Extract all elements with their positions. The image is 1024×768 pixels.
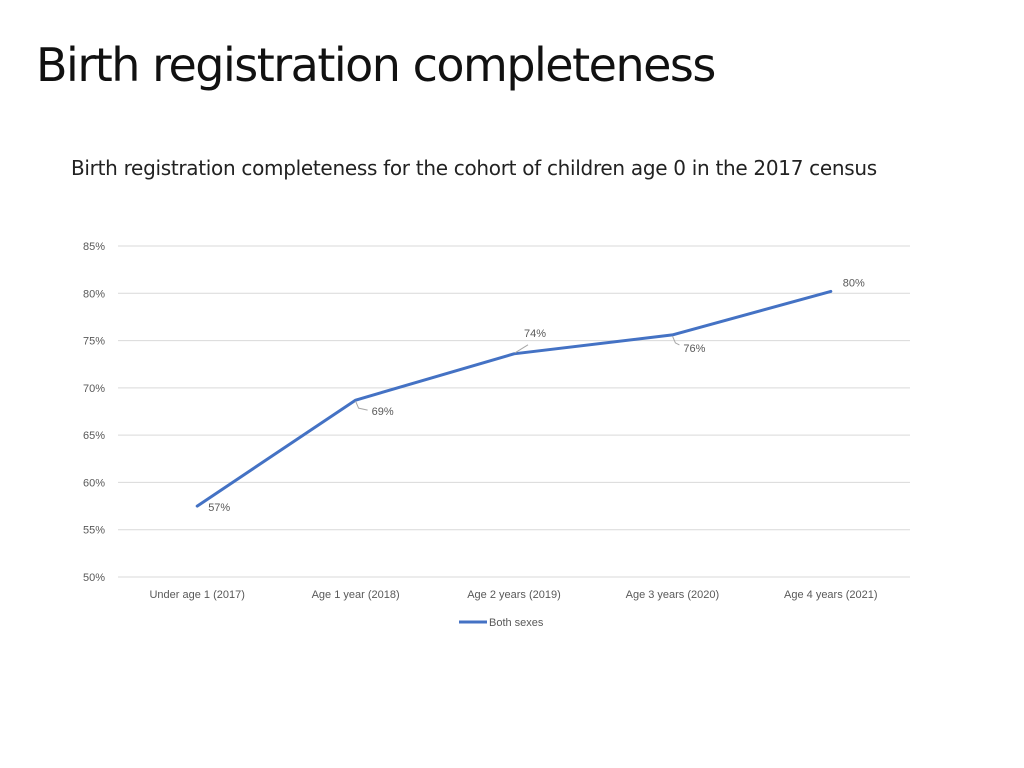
data-label: 76% <box>683 343 705 355</box>
x-tick-label: Age 4 years (2021) <box>784 589 878 601</box>
data-labels: 57% 69% 74% 76% 80% <box>208 277 865 514</box>
gridlines <box>118 245 910 578</box>
legend-label: Both sexes <box>489 617 544 629</box>
y-tick-label: 50% <box>83 572 105 584</box>
label-leader-line <box>671 335 680 346</box>
data-label: 69% <box>372 406 394 418</box>
y-tick-label: 60% <box>83 477 105 489</box>
y-tick-label: 70% <box>83 383 105 395</box>
data-label: 80% <box>843 277 865 289</box>
label-leader-line <box>514 344 529 354</box>
series-line <box>195 289 833 508</box>
x-axis: Under age 1 (2017) Age 1 year (2018) Age 2… <box>149 589 877 601</box>
y-tick-label: 85% <box>83 241 105 253</box>
data-label: 57% <box>208 502 230 514</box>
x-tick-label: Age 1 year (2018) <box>312 589 400 601</box>
y-tick-label: 55% <box>83 525 105 537</box>
x-tick-label: Under age 1 (2017) <box>149 589 244 601</box>
y-tick-label: 80% <box>83 288 105 300</box>
x-tick-label: Age 3 years (2020) <box>626 589 720 601</box>
label-leader-line <box>355 400 368 411</box>
legend: Both sexes <box>459 617 544 629</box>
series-both-sexes <box>195 289 833 508</box>
y-tick-label: 75% <box>83 336 105 348</box>
y-axis: 50% 55% 60% 65% 70% 75% 80% 85% <box>83 241 105 584</box>
chart-title: Birth registration completeness for the … <box>71 156 877 180</box>
data-label: 74% <box>524 328 546 340</box>
y-tick-label: 65% <box>83 430 105 442</box>
x-tick-label: Age 2 years (2019) <box>467 589 561 601</box>
slide-title: Birth registration completeness <box>36 38 716 92</box>
